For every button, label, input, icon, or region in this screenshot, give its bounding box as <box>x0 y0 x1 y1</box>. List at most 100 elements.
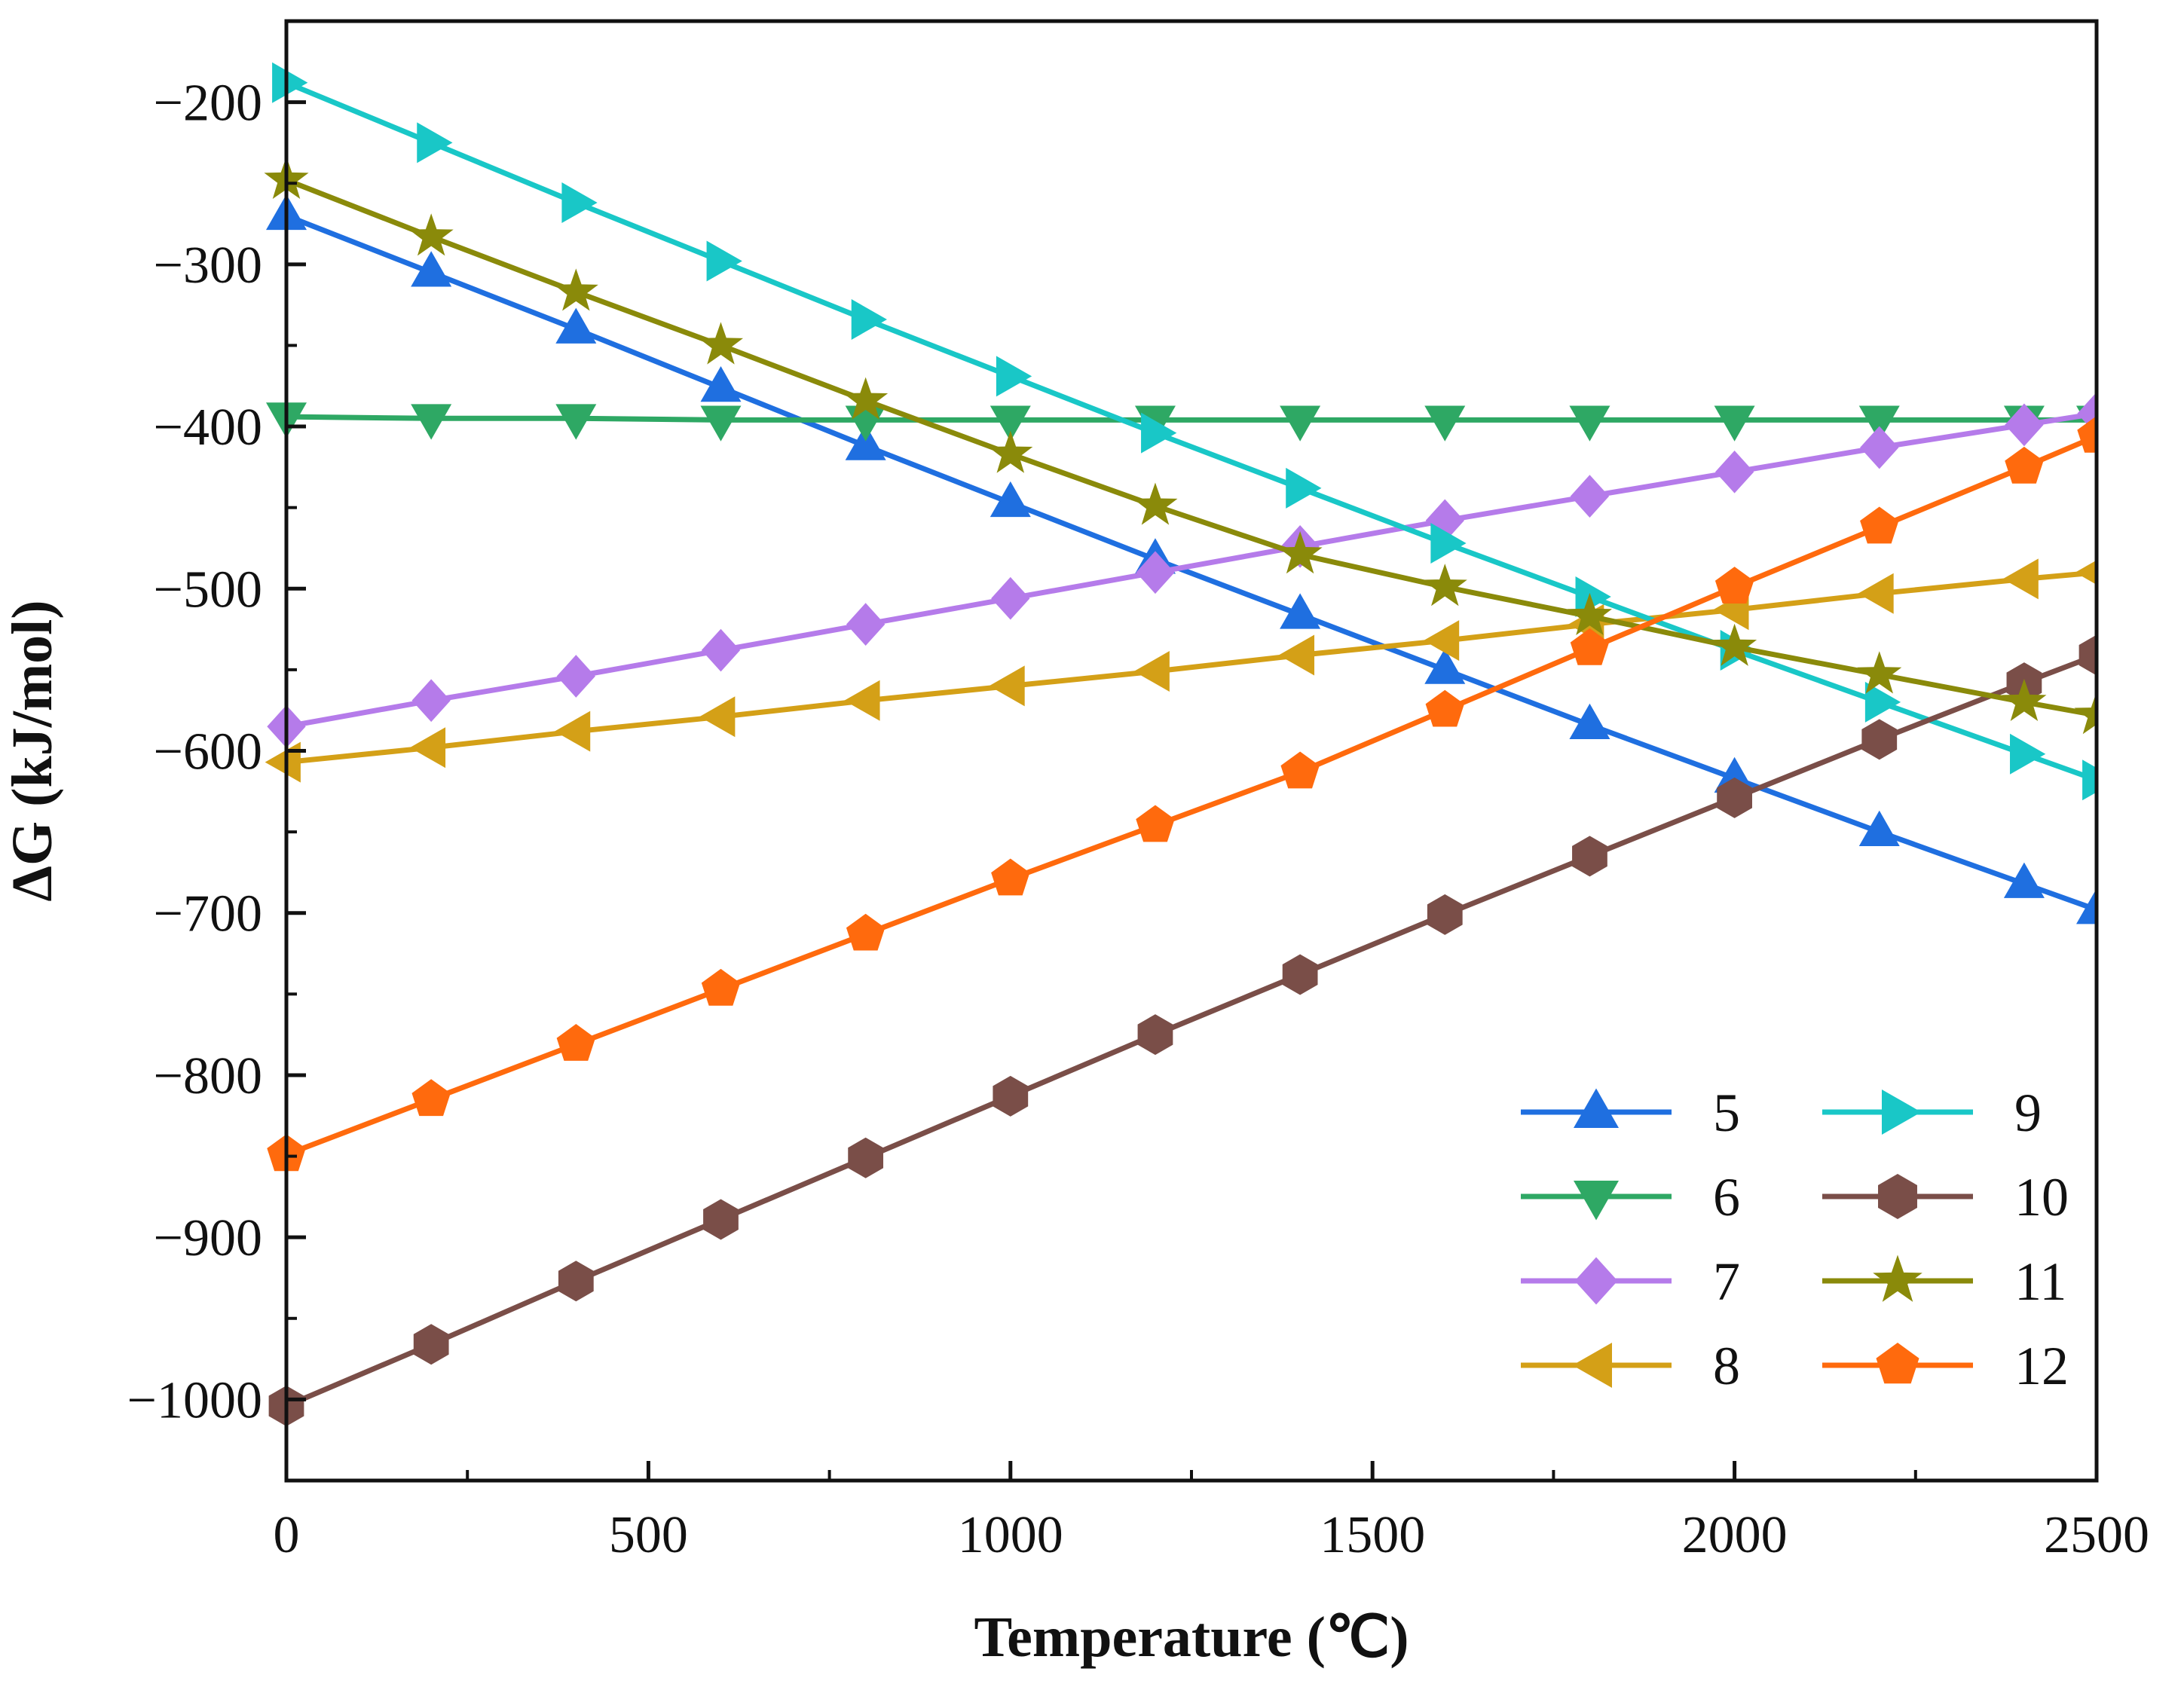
series-line-6 <box>286 414 2097 423</box>
series-layer <box>264 62 2097 1426</box>
data-point-8 <box>1858 573 1894 614</box>
data-point-7 <box>1570 475 1610 518</box>
data-point-12 <box>1714 567 1754 604</box>
data-point-8 <box>844 680 880 721</box>
data-point-6 <box>1714 405 1755 442</box>
data-point-5 <box>1280 593 1321 629</box>
data-point-7 <box>556 655 595 698</box>
y-tick-label: −300 <box>154 237 262 295</box>
y-tick-label: −200 <box>154 75 262 133</box>
data-point-6 <box>1424 405 1466 442</box>
x-tick-label: 0 <box>274 1506 300 1564</box>
data-point-10 <box>848 1137 884 1178</box>
legend-label: 12 <box>2014 1336 2069 1396</box>
x-tick-label: 1500 <box>1320 1506 1425 1564</box>
data-point-9 <box>2082 759 2097 801</box>
series-line-7 <box>286 411 2097 729</box>
data-point-12 <box>846 913 886 951</box>
data-point-6 <box>411 404 452 440</box>
legend-item-10: 10 <box>1822 1167 2069 1227</box>
data-point-10 <box>413 1324 449 1365</box>
x-axis-title: Temperature (℃) <box>974 1606 1409 1669</box>
data-point-10 <box>703 1199 739 1240</box>
data-point-10 <box>558 1261 594 1302</box>
data-point-6 <box>555 404 597 440</box>
y-tick-label: −800 <box>154 1047 262 1105</box>
series-6 <box>266 402 2097 442</box>
legend-marker <box>1878 1174 1917 1219</box>
legend-label: 11 <box>2014 1251 2066 1312</box>
legend-item-6: 6 <box>1521 1167 1740 1227</box>
data-point-7 <box>1714 450 1754 494</box>
x-tick-label: 1000 <box>958 1506 1063 1564</box>
data-point-9 <box>1430 523 1467 564</box>
y-tick-label: −900 <box>154 1209 262 1267</box>
data-point-11 <box>1712 623 1757 666</box>
data-point-5 <box>845 424 886 460</box>
data-point-7 <box>846 603 886 646</box>
data-point-9 <box>417 122 453 163</box>
data-point-8 <box>265 741 301 783</box>
legend-label: 7 <box>1713 1251 1740 1312</box>
data-point-12 <box>991 858 1030 896</box>
data-point-5 <box>990 481 1031 518</box>
legend-marker <box>1873 1255 1922 1302</box>
legend-item-7: 7 <box>1521 1251 1740 1312</box>
data-point-6 <box>1569 405 1610 442</box>
legend-label: 6 <box>1713 1167 1740 1227</box>
data-point-6 <box>1858 405 1900 442</box>
y-tick-label: −400 <box>154 399 262 457</box>
data-point-11 <box>408 213 454 256</box>
data-point-5 <box>1569 703 1610 739</box>
data-point-11 <box>843 377 889 420</box>
y-tick-label: −1000 <box>127 1371 262 1429</box>
data-point-11 <box>1133 482 1178 525</box>
legend-item-12: 12 <box>1822 1336 2069 1396</box>
x-tick-label: 2500 <box>2044 1506 2149 1564</box>
x-tick-label: 2000 <box>1682 1506 1788 1564</box>
y-axis-title: ΔG (kJ/mol) <box>1 600 64 901</box>
data-point-9 <box>996 356 1032 397</box>
data-point-12 <box>1570 628 1610 665</box>
data-point-7 <box>411 679 451 723</box>
data-point-12 <box>2005 446 2044 484</box>
legend-marker <box>1574 1088 1619 1128</box>
data-point-5 <box>1858 810 1900 847</box>
data-point-10 <box>1717 777 1752 818</box>
legend-label: 9 <box>2014 1083 2042 1143</box>
data-point-9 <box>1286 467 1322 509</box>
data-point-9 <box>2010 733 2046 775</box>
data-point-9 <box>561 182 598 224</box>
data-point-11 <box>1567 592 1612 635</box>
data-point-9 <box>851 299 887 341</box>
y-tick-label: −500 <box>154 561 262 619</box>
data-point-8 <box>554 711 591 752</box>
legend-marker <box>1572 1343 1612 1388</box>
series-5 <box>266 194 2097 924</box>
series-line-12 <box>285 433 2097 1157</box>
data-point-8 <box>1278 634 1315 676</box>
data-point-5 <box>2076 888 2097 924</box>
data-point-9 <box>1141 412 1177 454</box>
data-point-12 <box>1860 506 1899 544</box>
data-point-12 <box>1136 805 1175 842</box>
data-point-8 <box>1423 620 1460 662</box>
legend-label: 10 <box>2014 1167 2069 1227</box>
data-point-7 <box>1136 551 1175 594</box>
data-point-8 <box>1133 651 1170 692</box>
data-point-7 <box>701 628 741 672</box>
data-point-9 <box>272 62 308 103</box>
legend-marker <box>1574 1181 1619 1221</box>
data-point-11 <box>988 430 1033 473</box>
legend-item-8: 8 <box>1521 1336 1740 1396</box>
axes-layer: 0 500 1000 1500 2000 2500 −1000 −900 −800 −700 −60… <box>127 20 2149 1564</box>
y-tick-label: −600 <box>154 723 262 781</box>
legend-item-5: 5 <box>1521 1083 1740 1143</box>
data-point-9 <box>706 240 742 282</box>
data-point-12 <box>2077 415 2097 453</box>
legend-marker <box>1574 1257 1618 1305</box>
legend-item-11: 11 <box>1822 1251 2066 1312</box>
data-point-10 <box>1282 954 1318 995</box>
series-line-8 <box>286 570 2097 766</box>
